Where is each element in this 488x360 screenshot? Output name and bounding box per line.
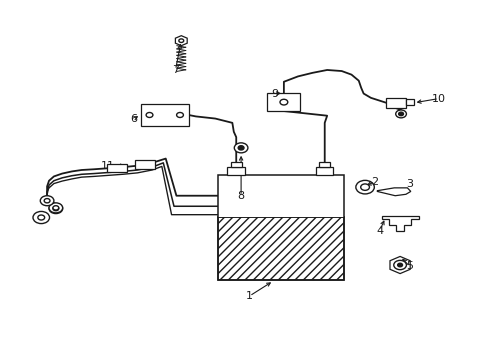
Text: 2: 2 (370, 177, 378, 187)
Circle shape (234, 143, 247, 153)
Circle shape (49, 203, 62, 213)
Circle shape (33, 211, 49, 224)
Bar (141, 104, 188, 126)
Bar (217, 175, 344, 280)
Circle shape (395, 110, 406, 118)
Bar (107, 163, 126, 172)
Text: 3: 3 (406, 179, 412, 189)
Bar (319, 162, 329, 167)
Circle shape (179, 39, 183, 42)
Circle shape (397, 263, 402, 267)
Circle shape (176, 112, 183, 117)
Circle shape (38, 215, 44, 220)
Text: 10: 10 (431, 94, 445, 104)
Circle shape (44, 199, 50, 203)
Bar (227, 167, 244, 175)
Circle shape (53, 206, 59, 210)
Circle shape (49, 203, 62, 213)
Circle shape (360, 184, 369, 190)
Text: 1: 1 (245, 291, 252, 301)
Circle shape (40, 196, 54, 206)
Circle shape (398, 112, 403, 116)
Polygon shape (389, 256, 409, 274)
Polygon shape (175, 36, 187, 46)
Polygon shape (376, 188, 410, 196)
Circle shape (146, 112, 153, 117)
Text: 6: 6 (130, 113, 137, 123)
Bar (386, 98, 405, 108)
Polygon shape (381, 216, 418, 231)
Bar (267, 93, 300, 111)
Text: 7: 7 (172, 65, 179, 75)
Text: 11: 11 (100, 161, 114, 171)
Bar (230, 162, 241, 167)
Bar (217, 217, 344, 280)
Text: 4: 4 (375, 226, 383, 236)
Text: 5: 5 (406, 261, 412, 271)
Circle shape (53, 206, 59, 211)
Text: 9: 9 (271, 89, 278, 99)
Circle shape (355, 180, 373, 194)
Circle shape (393, 260, 406, 270)
Bar (217, 175, 344, 217)
Bar (405, 99, 413, 105)
Circle shape (280, 99, 287, 105)
Circle shape (238, 146, 244, 150)
Text: 8: 8 (237, 191, 244, 201)
Bar (315, 167, 333, 175)
Bar (135, 160, 154, 169)
